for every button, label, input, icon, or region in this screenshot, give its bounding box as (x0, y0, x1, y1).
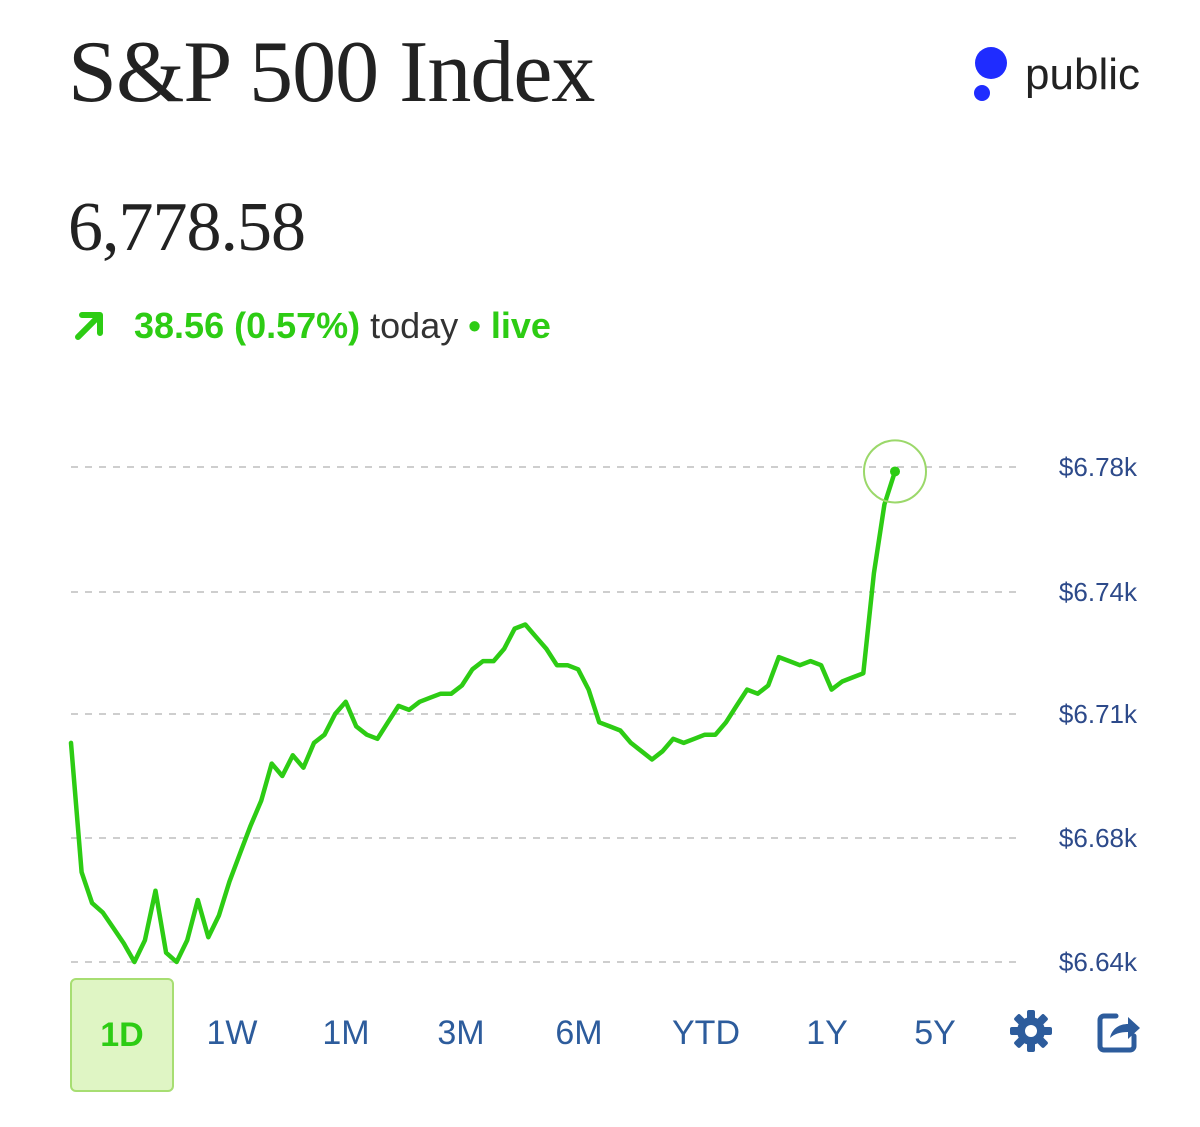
page-title: S&P 500 Index (68, 24, 595, 121)
tab-1m[interactable]: 1M (322, 1013, 370, 1052)
y-tick-label: $6.71k (1059, 699, 1138, 729)
brand-logo-icon (973, 45, 1013, 105)
time-range-tabs: 1D 1W 1M 3M 6M YTD 1Y 5Y (70, 978, 1150, 1092)
price-chart: $6.78k $6.74k $6.71k $6.68k $6.64k (68, 439, 1138, 977)
brand[interactable]: public (973, 45, 1140, 105)
price-line (68, 469, 898, 965)
last-point-marker (890, 466, 900, 477)
current-price: 6,778.58 (68, 189, 306, 266)
y-tick-label: $6.64k (1059, 947, 1138, 977)
brand-name: public (1025, 50, 1140, 99)
gear-icon[interactable] (1008, 1008, 1054, 1054)
last-point-halo (863, 439, 927, 504)
tab-6m[interactable]: 6M (555, 1013, 603, 1052)
share-icon[interactable] (1096, 1008, 1142, 1054)
change-value: 38.56 (0.57%) (134, 305, 361, 346)
live-separator: • (468, 305, 481, 346)
tab-5y[interactable]: 5Y (914, 1013, 956, 1052)
tab-ytd[interactable]: YTD (672, 1013, 740, 1052)
chart-gridlines (71, 466, 1022, 963)
tab-3m[interactable]: 3M (437, 1013, 485, 1052)
tab-1d[interactable]: 1D (70, 978, 174, 1092)
change-row: 38.56 (0.57%) today • live (72, 305, 551, 347)
y-tick-label: $6.74k (1059, 577, 1138, 607)
live-label: live (490, 305, 551, 346)
chart-y-axis: $6.78k $6.74k $6.71k $6.68k $6.64k (1059, 452, 1138, 977)
tab-1y[interactable]: 1Y (806, 1013, 848, 1052)
change-period: today (370, 305, 459, 346)
tab-1w[interactable]: 1W (206, 1013, 258, 1052)
y-tick-label: $6.68k (1059, 823, 1138, 853)
y-tick-label: $6.78k (1059, 452, 1138, 482)
arrow-up-right-icon (75, 312, 103, 340)
